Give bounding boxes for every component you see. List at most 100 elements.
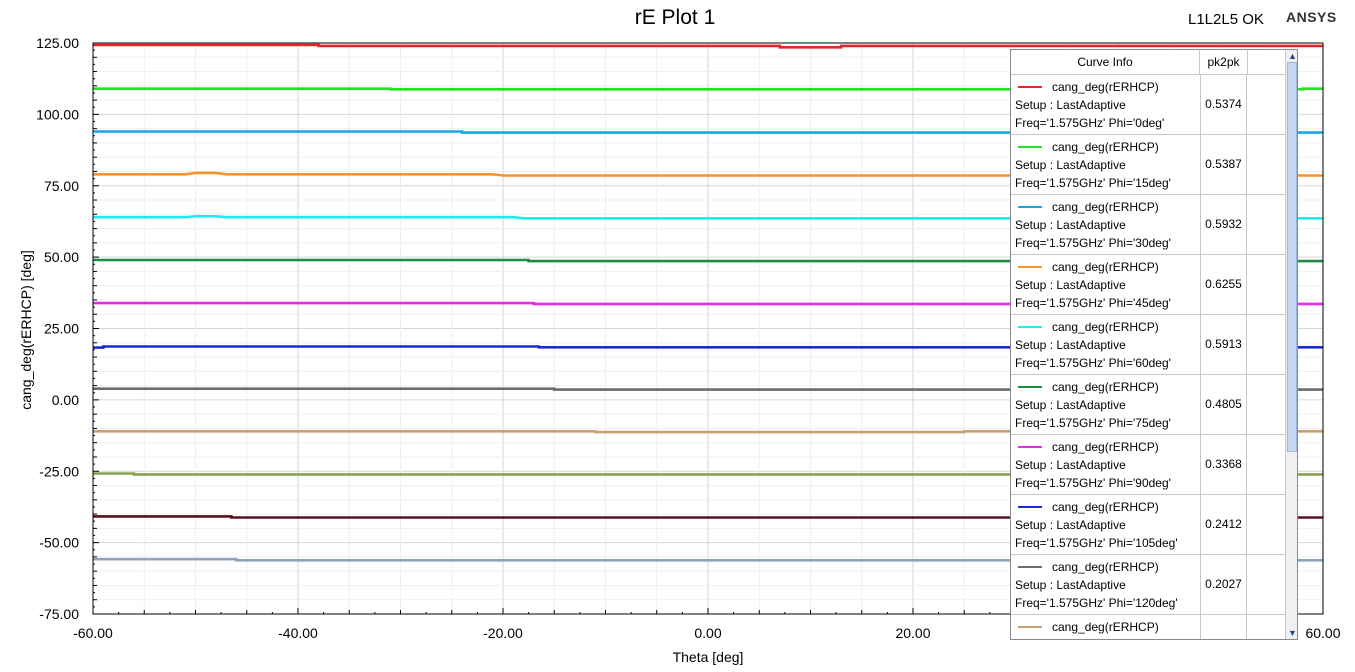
legend-pk2pk-value: 0.5932 [1200,195,1247,254]
legend-setup-text: Setup : LastAdaptive [1015,578,1126,592]
status-text: L1L2L5 OK [1188,11,1264,28]
legend-swatch [1018,386,1042,388]
legend-swatch [1018,146,1042,148]
scroll-down-icon[interactable]: ▼ [1288,628,1297,638]
series-line-unlabeled [93,515,1323,519]
legend-curve-name: cang_deg(rERHCP) [1052,500,1159,514]
legend-curve-name: cang_deg(rERHCP) [1052,80,1159,94]
series-line-0deg [93,43,1323,49]
y-tick-label: -75.00 [39,606,79,622]
legend-swatch [1018,266,1042,268]
legend-pk2pk-value: 0.5387 [1200,135,1247,194]
y-axis-label: cang_deg(rERHCP) [deg] [18,250,34,410]
legend-freq-text: Freq='1.575GHz' Phi='15deg' [1015,176,1171,190]
legend-freq-text: Freq='1.575GHz' Phi='60deg' [1015,356,1171,370]
x-tick-label: -60.00 [73,625,113,641]
legend-header-pk2pk[interactable]: pk2pk [1200,50,1248,74]
legend-setup-text: Setup : LastAdaptive [1015,278,1126,292]
legend-rows: cang_deg(rERHCP) Setup : LastAdaptive Freq… [1011,75,1285,639]
series-line-unlabeled [93,472,1323,476]
legend-swatch [1018,506,1042,508]
legend-pk2pk-value: 0.5374 [1200,75,1247,134]
legend-row[interactable]: cang_deg(rERHCP) Setup : LastAdaptive Freq… [1011,435,1285,495]
legend-row[interactable]: cang_deg(rERHCP) Setup : LastAdaptive Freq… [1011,75,1285,135]
series-line-unlabeled [93,557,1323,562]
legend-swatch [1018,326,1042,328]
series-line-30deg [93,130,1323,134]
legend-pk2pk-value: 0.6255 [1200,255,1247,314]
x-tick-label: 20.00 [895,625,930,641]
legend-setup-text: Setup : LastAdaptive [1015,458,1126,472]
legend-swatch [1018,206,1042,208]
legend-swatch [1018,446,1042,448]
y-tick-label: -25.00 [39,463,79,479]
legend-row[interactable]: cang_deg(rERHCP) Setup : LastAdaptive Freq… [1011,315,1285,375]
tick-label-layer: -60.00-40.00-20.000.0020.0040.0060.00125… [36,35,1341,641]
legend-pk2pk-value: 0.4805 [1200,375,1247,434]
legend-curve-name: cang_deg(rERHCP) [1052,320,1159,334]
legend-setup-text: Setup : LastAdaptive [1015,218,1126,232]
legend-freq-text: Freq='1.575GHz' Phi='90deg' [1015,476,1171,490]
legend-pk2pk-value: 0.5913 [1200,315,1247,374]
curve-info-legend[interactable]: Curve Info pk2pk cang_deg(rERHCP) Setup :… [1010,49,1298,640]
legend-curve-name: cang_deg(rERHCP) [1052,200,1159,214]
legend-freq-text: Freq='1.575GHz' Phi='105deg' [1015,536,1178,550]
legend-curve-name: cang_deg(rERHCP) [1052,440,1159,454]
legend-setup-text: Setup : LastAdaptive [1015,98,1126,112]
plot-frame [92,42,1324,615]
legend-curve-name: cang_deg(rERHCP) [1052,620,1159,634]
legend-row[interactable]: cang_deg(rERHCP) Setup : LastAdaptive Freq… [1011,495,1285,555]
y-tick-label: 100.00 [36,106,79,122]
legend-curve-name: cang_deg(rERHCP) [1052,560,1159,574]
legend-row[interactable]: cang_deg(rERHCP) Setup : LastAdaptive Freq… [1011,555,1285,615]
legend-setup-text: Setup : LastAdaptive [1015,518,1126,532]
legend-row[interactable]: cang_deg(rERHCP) Setup : LastAdaptive Freq… [1011,375,1285,435]
x-tick-label: 60.00 [1305,625,1340,641]
y-tick-label: 125.00 [36,35,79,51]
legend-pk2pk-value: 0.2027 [1200,555,1247,614]
legend-swatch [1018,626,1042,628]
legend-freq-text: Freq='1.575GHz' Phi='30deg' [1015,236,1171,250]
legend-swatch [1018,566,1042,568]
legend-header: Curve Info pk2pk [1011,50,1285,75]
tick-layer [92,42,1324,615]
legend-swatch [1018,86,1042,88]
scroll-up-icon[interactable]: ▲ [1288,51,1297,61]
y-tick-label: 0.00 [52,392,79,408]
legend-setup-text: Setup : LastAdaptive [1015,398,1126,412]
legend-row[interactable]: cang_deg(rERHCP) Setup : LastAdaptive Freq… [1011,255,1285,315]
legend-row[interactable]: cang_deg(rERHCP) Setup : LastAdaptive Freq… [1011,195,1285,255]
legend-pk2pk-value: 0.2412 [1200,495,1247,554]
legend-curve-name: cang_deg(rERHCP) [1052,260,1159,274]
x-axis-label: Theta [deg] [672,649,744,665]
brand-logo: ANSYS [1286,9,1337,25]
series-line-15deg [93,87,1323,91]
legend-freq-text: Freq='1.575GHz' Phi='120deg' [1015,596,1178,610]
y-tick-label: 50.00 [44,249,79,265]
series-line-60deg [93,215,1323,220]
series-line-90deg [93,301,1323,306]
legend-freq-text: Freq='1.575GHz' Phi='75deg' [1015,416,1171,430]
series-line-75deg [93,258,1323,263]
legend-pk2pk-value: 0.3368 [1200,435,1247,494]
series-line-105deg [93,345,1323,349]
legend-scrollbar[interactable]: ▲ ▼ [1285,50,1297,639]
x-tick-label: 0.00 [694,625,721,641]
series-layer [93,43,1323,562]
legend-row[interactable]: cang_deg(rERHCP) 0.2464 [1011,615,1285,639]
legend-setup-text: Setup : LastAdaptive [1015,338,1126,352]
legend-pk2pk-value: 0.2464 [1200,615,1247,639]
x-tick-label: -40.00 [278,625,318,641]
legend-row[interactable]: cang_deg(rERHCP) Setup : LastAdaptive Freq… [1011,135,1285,195]
scroll-thumb[interactable] [1287,62,1297,452]
legend-curve-name: cang_deg(rERHCP) [1052,140,1159,154]
legend-setup-text: Setup : LastAdaptive [1015,158,1126,172]
legend-header-curve-info[interactable]: Curve Info [1011,50,1200,74]
chart-title: rE Plot 1 [634,6,716,29]
y-tick-label: 25.00 [44,321,79,337]
legend-freq-text: Freq='1.575GHz' Phi='45deg' [1015,296,1171,310]
legend-freq-text: Freq='1.575GHz' Phi='0deg' [1015,116,1165,130]
y-tick-label: 75.00 [44,178,79,194]
x-tick-label: -20.00 [483,625,523,641]
series-line-45deg [93,171,1323,177]
